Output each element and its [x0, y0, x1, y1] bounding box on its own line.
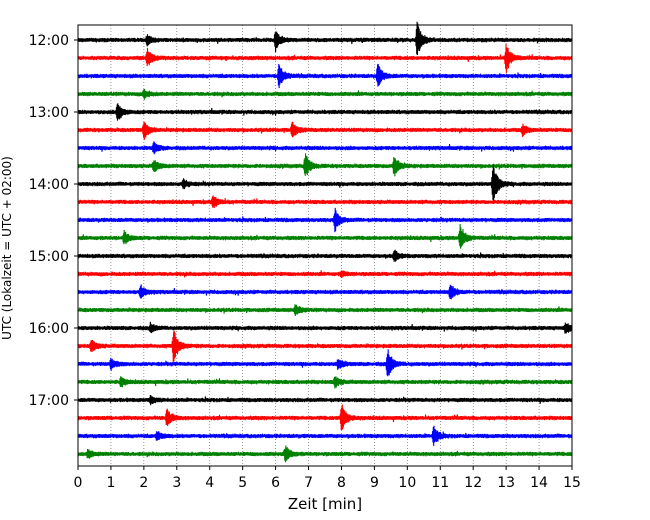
x-tick-label: 6 [271, 475, 280, 491]
trace-line [77, 376, 573, 389]
x-tick-label: 9 [370, 475, 379, 491]
trace-line [77, 121, 573, 140]
x-axis-label: Zeit [min] [288, 495, 362, 513]
trace-line [77, 321, 573, 334]
y-tick-label: 16:00 [29, 321, 69, 337]
trace-line [77, 195, 573, 208]
x-tick-label: 10 [398, 475, 416, 491]
x-tick-label: 12 [464, 475, 482, 491]
trace-line [77, 394, 573, 406]
x-tick-label: 13 [497, 475, 515, 491]
trace-line [77, 404, 573, 431]
x-tick-label: 8 [337, 475, 346, 491]
trace-line [77, 284, 573, 300]
y-tick-label: 14:00 [29, 177, 69, 193]
trace-line [77, 43, 573, 73]
y-tick-label: 13:00 [29, 105, 69, 121]
plot-frame [77, 24, 573, 467]
x-tick-label: 15 [563, 475, 581, 491]
x-tick-label: 11 [431, 475, 449, 491]
trace-line [77, 88, 573, 100]
y-tick-label: 15:00 [29, 249, 69, 265]
y-axis-label: UTC (Lokalzeit = UTC + 02:00) [0, 156, 14, 340]
trace-line [77, 141, 573, 155]
trace-line [77, 63, 573, 89]
trace-line [77, 164, 573, 201]
trace-line [77, 304, 573, 316]
y-axis-ticks: 12:00 13:00 14:00 15:00 16:00 17:00 [29, 33, 78, 409]
trace-line [77, 207, 573, 233]
trace-line [77, 103, 573, 121]
trace-line [77, 349, 573, 377]
x-tick-label: 4 [205, 475, 214, 491]
y-tick-label: 17:00 [29, 393, 69, 409]
trace-line [77, 224, 573, 249]
trace-line [77, 445, 573, 463]
x-tick-label: 1 [106, 475, 115, 491]
trace-line [77, 425, 573, 446]
trace-line [77, 249, 573, 262]
y-tick-label: 12:00 [29, 33, 69, 49]
trace-line [77, 270, 573, 278]
trace-line [77, 153, 573, 177]
trace-line [77, 21, 573, 56]
x-tick-label: 7 [304, 475, 313, 491]
x-tick-label: 0 [74, 475, 83, 491]
seismogram-traces [77, 21, 573, 463]
x-tick-label: 5 [238, 475, 247, 491]
x-axis-ticks: 0 1 2 3 4 5 6 7 8 9 10 11 12 13 14 15 [74, 466, 581, 491]
trace-line [77, 331, 573, 363]
x-tick-label: 14 [530, 475, 548, 491]
x-tick-label: 3 [172, 475, 181, 491]
x-tick-label: 2 [139, 475, 148, 491]
